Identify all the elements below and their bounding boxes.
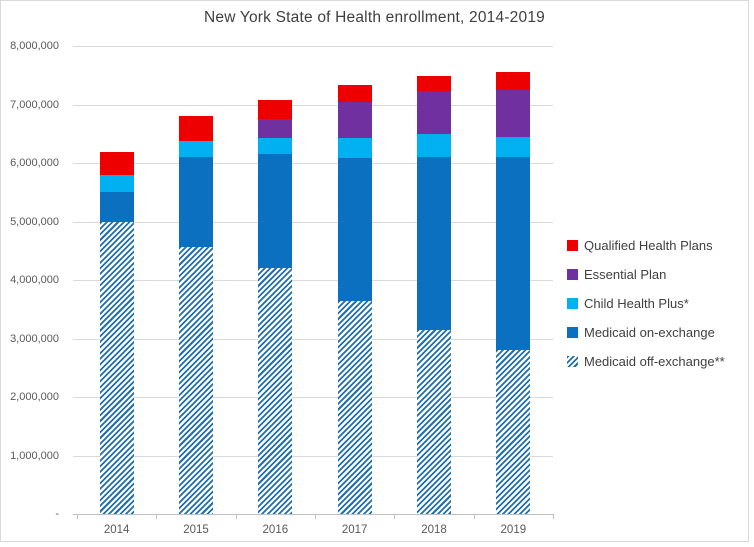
y-gridline: [73, 104, 553, 106]
y-axis-label: 2,000,000: [10, 391, 59, 403]
x-axis-line: [73, 514, 553, 515]
y-axis-label: 1,000,000: [10, 449, 59, 462]
axis-tick: [473, 514, 475, 519]
bar-segment: [179, 116, 213, 142]
bar-segment: [258, 268, 293, 514]
legend-item: Qualified Health Plans: [567, 231, 725, 260]
bar-segment: [99, 221, 134, 514]
y-gridline: [73, 455, 553, 457]
x-axis-label: 2014: [103, 524, 130, 536]
bar-segment: [258, 100, 293, 119]
y-axis-label: -: [55, 508, 59, 520]
y-gridline: [73, 338, 553, 340]
axis-tick: [315, 514, 316, 519]
legend: Qualified Health Plans Essential Plan Chil…: [567, 231, 725, 376]
bar-segment: [258, 154, 293, 269]
bar-segment: [179, 247, 213, 514]
bar-segment: [417, 133, 451, 158]
legend-label: Essential Plan: [584, 267, 667, 282]
y-axis-label: 5,000,000: [10, 215, 59, 228]
x-axis-label: 2017: [341, 524, 368, 536]
bar-segment: [417, 91, 451, 134]
legend-swatch-hatched: [567, 356, 578, 367]
bar-segment: [258, 138, 293, 155]
chart-title: New York State of Health enrollment, 201…: [204, 9, 545, 26]
legend-swatch-solid: [567, 240, 578, 251]
bar-segment: [179, 141, 213, 158]
bar-segment: [337, 84, 372, 102]
legend-swatch-solid: [567, 298, 578, 309]
axis-tick: [235, 514, 237, 519]
bar-segment: [337, 158, 372, 302]
bar-segment: [337, 301, 372, 514]
axis-tick: [77, 514, 78, 519]
y-gridline: [73, 163, 553, 164]
bar-segment: [496, 89, 531, 137]
y-axis-label: 6,000,000: [10, 157, 59, 169]
legend-item: Medicaid on-exchange: [567, 318, 725, 347]
legend-item: Medicaid off-exchange**: [567, 347, 725, 376]
bar-segment: [99, 152, 134, 175]
legend-item: Essential Plan: [567, 260, 725, 289]
y-axis-label: 3,000,000: [10, 332, 59, 345]
bar-segment: [417, 330, 451, 514]
axis-tick: [156, 514, 158, 519]
bar-segment: [417, 75, 451, 92]
x-axis-label: 2016: [262, 524, 289, 536]
legend-label: Medicaid on-exchange: [584, 325, 715, 340]
y-axis-label: 7,000,000: [10, 98, 59, 111]
legend-label: Qualified Health Plans: [584, 238, 713, 253]
y-axis-label: 8,000,000: [10, 40, 59, 52]
bar-segment: [258, 118, 293, 139]
bar-segment: [417, 157, 451, 331]
axis-tick: [553, 514, 554, 519]
legend-item: Child Health Plus*: [567, 289, 725, 318]
y-gridline: [73, 397, 553, 398]
legend-label: Child Health Plus*: [584, 296, 689, 311]
y-gridline: [73, 280, 553, 281]
legend-swatch-solid: [567, 269, 578, 280]
bar-segment: [337, 138, 372, 159]
legend-label: Medicaid off-exchange**: [584, 354, 725, 369]
x-axis-label: 2018: [421, 524, 447, 536]
bar-segment: [496, 136, 531, 157]
x-axis-label: 2015: [183, 524, 209, 536]
y-gridline: [73, 221, 553, 223]
bar-segment: [496, 349, 531, 514]
bar-segment: [99, 192, 134, 222]
bar-segment: [496, 156, 531, 350]
axis-tick: [394, 514, 396, 519]
bar-segment: [337, 101, 372, 139]
legend-swatch-solid: [567, 327, 578, 338]
bar-segment: [179, 157, 213, 248]
x-axis-label: 2019: [500, 524, 527, 536]
bar-segment: [496, 71, 531, 90]
bar-segment: [99, 174, 134, 193]
y-axis-label: 4,000,000: [10, 274, 59, 286]
y-gridline: [73, 46, 553, 47]
